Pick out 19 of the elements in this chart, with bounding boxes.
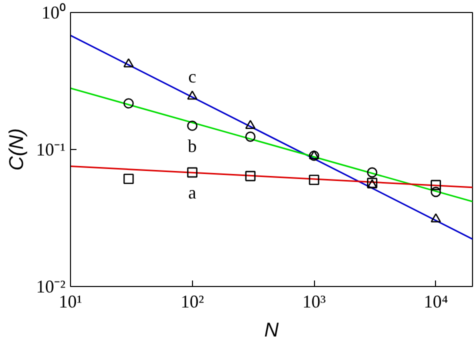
x-axis-title: N bbox=[264, 320, 280, 342]
series-label: a bbox=[188, 182, 196, 202]
point bbox=[123, 58, 134, 68]
point bbox=[430, 186, 441, 198]
point bbox=[245, 120, 256, 130]
y-tick-label: 10⁰ bbox=[42, 2, 66, 22]
y-axis-title: C(N) bbox=[6, 128, 28, 171]
point bbox=[245, 132, 256, 142]
x-tick-label: 10⁴ bbox=[424, 292, 448, 312]
series-label: b bbox=[188, 136, 197, 156]
x-tick-label: 10³ bbox=[302, 292, 326, 312]
point bbox=[245, 170, 256, 182]
point bbox=[123, 174, 134, 184]
y-tick-label: 10⁻¹ bbox=[36, 140, 66, 160]
point bbox=[430, 180, 441, 190]
point bbox=[123, 98, 134, 109]
x-tick-label: 10² bbox=[180, 292, 204, 312]
point bbox=[308, 174, 320, 186]
series-label: c bbox=[188, 66, 196, 86]
